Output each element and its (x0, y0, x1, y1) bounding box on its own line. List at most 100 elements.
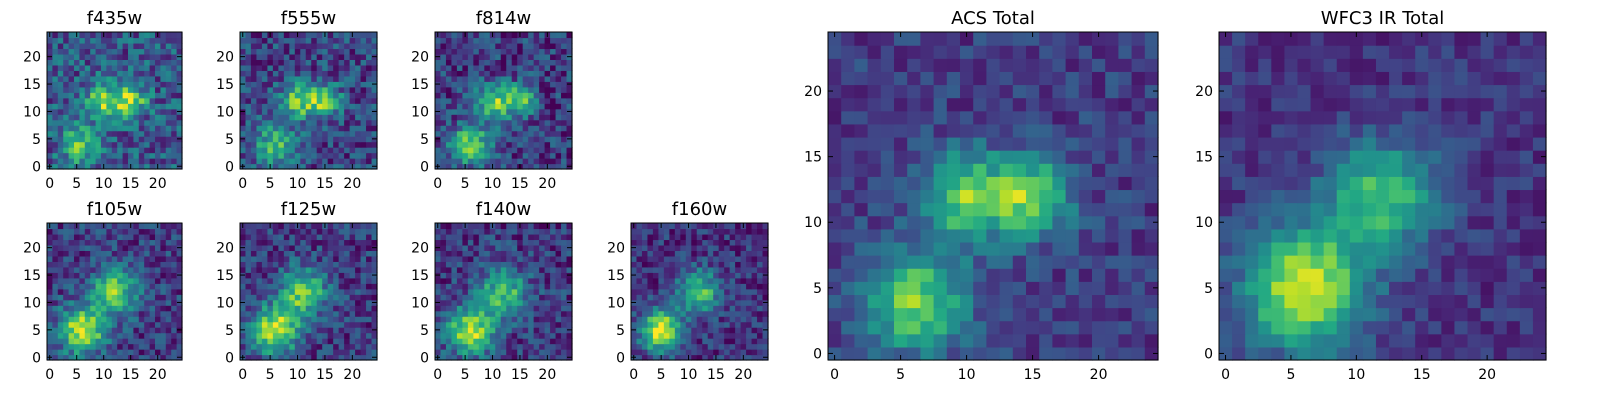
heatmap-cell (300, 43, 306, 49)
heatmap-cell (144, 256, 150, 262)
x-tick-label: 15 (122, 176, 140, 192)
heatmap-cell (647, 300, 653, 306)
heatmap-cell (457, 278, 463, 284)
heatmap-cell (920, 216, 934, 230)
heatmap-cell (333, 300, 339, 306)
heatmap-cell (328, 272, 334, 278)
heatmap-cell (713, 322, 719, 328)
heatmap-cell (278, 289, 284, 295)
heatmap-cell (289, 32, 295, 38)
heatmap-cell (355, 76, 361, 82)
heatmap-cell (451, 158, 457, 164)
heatmap-cell (512, 283, 518, 289)
x-tick-label: 0 (629, 367, 638, 383)
heatmap-cell (133, 272, 139, 278)
heatmap-cell (355, 311, 361, 317)
heatmap-cell (74, 158, 80, 164)
heatmap-cell (278, 349, 284, 355)
heatmap-cell (133, 153, 139, 159)
heatmap-cell (501, 239, 507, 245)
heatmap-cell (69, 272, 75, 278)
heatmap-cell (328, 136, 334, 142)
heatmap-cell (289, 98, 295, 104)
heatmap-cell (501, 283, 507, 289)
heatmap-cell (528, 272, 534, 278)
heatmap-cell (730, 272, 736, 278)
heatmap-cell (295, 289, 301, 295)
heatmap-cell (96, 48, 102, 54)
heatmap-cell (752, 239, 758, 245)
heatmap-cell (74, 142, 80, 148)
heatmap-cell (112, 120, 118, 126)
heatmap-cell (155, 338, 161, 344)
heatmap-cell (435, 76, 441, 82)
heatmap-cell (462, 311, 468, 317)
heatmap-cell (240, 120, 246, 126)
heatmap-cell (523, 131, 529, 137)
heatmap-cell (63, 267, 69, 273)
heatmap-cell (631, 311, 637, 317)
heatmap-cell (317, 87, 323, 93)
heatmap-cell (680, 305, 686, 311)
heatmap-cell (96, 114, 102, 120)
heatmap-cell (96, 272, 102, 278)
heatmap-cell (881, 163, 895, 177)
heatmap-cell (468, 267, 474, 273)
y-tick-label: 15 (216, 77, 234, 93)
heatmap-cell (245, 239, 251, 245)
heatmap-cell (631, 283, 637, 289)
heatmap-cell (273, 120, 279, 126)
heatmap-cell (523, 322, 529, 328)
heatmap-cell (133, 54, 139, 60)
heatmap-cell (691, 239, 697, 245)
heatmap-cell (973, 294, 987, 308)
heatmap-cell (741, 344, 747, 350)
heatmap-cell (495, 305, 501, 311)
heatmap-cell (506, 109, 512, 115)
x-tick-label: 20 (538, 367, 556, 383)
y-tick-label: 5 (420, 132, 429, 148)
heatmap-cell (311, 338, 317, 344)
heatmap-cell (267, 333, 273, 339)
heatmap-cell (284, 294, 290, 300)
x-tick-label: 0 (238, 367, 247, 383)
heatmap-cell (256, 228, 262, 234)
heatmap-cell (47, 158, 53, 164)
heatmap-cell (735, 245, 741, 251)
heatmap-cell (631, 316, 637, 322)
heatmap-cell (267, 322, 273, 328)
heatmap-cell (561, 125, 567, 131)
heatmap-cell (251, 142, 257, 148)
heatmap-cell (986, 242, 1000, 256)
heatmap-cell (528, 54, 534, 60)
heatmap-cell (240, 65, 246, 71)
x-tick-label: 5 (266, 367, 275, 383)
heatmap-cell (317, 48, 323, 54)
heatmap-cell (171, 158, 177, 164)
heatmap-cell (752, 256, 758, 262)
heatmap-cell (284, 333, 290, 339)
heatmap-cell (920, 229, 934, 243)
heatmap-cell (653, 305, 659, 311)
heatmap-cell (166, 245, 172, 251)
heatmap-cell (90, 338, 96, 344)
heatmap-cell (636, 333, 642, 339)
heatmap-cell (47, 349, 53, 355)
heatmap-cell (322, 256, 328, 262)
heatmap-cell (245, 153, 251, 159)
heatmap-cell (1000, 321, 1014, 335)
heatmap-cell (473, 153, 479, 159)
heatmap-cell (741, 322, 747, 328)
heatmap-cell (171, 125, 177, 131)
heatmap-cell (1013, 308, 1027, 322)
heatmap-cell (636, 245, 642, 251)
heatmap-cell (123, 272, 129, 278)
heatmap-cell (300, 81, 306, 87)
heatmap-cell (361, 81, 367, 87)
heatmap-cell (506, 294, 512, 300)
heatmap-cell (322, 87, 328, 93)
heatmap-cell (501, 81, 507, 87)
heatmap-cell (251, 103, 257, 109)
heatmap-cell (123, 289, 129, 295)
heatmap-cell (85, 272, 91, 278)
